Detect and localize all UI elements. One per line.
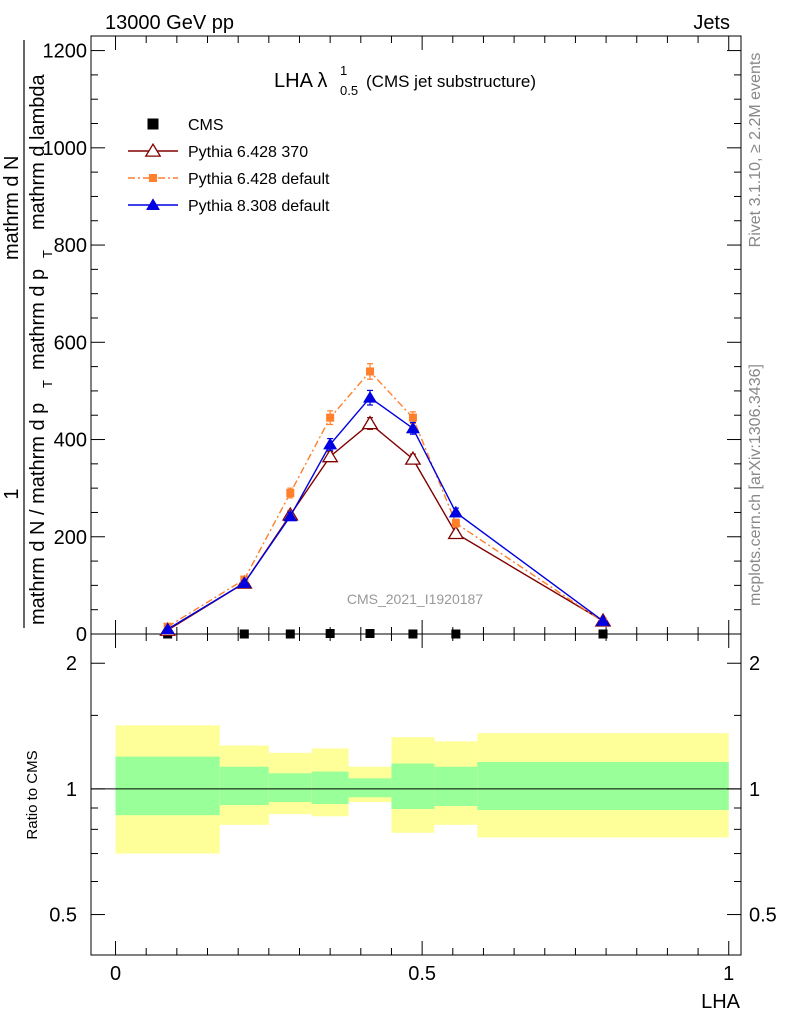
data-point bbox=[237, 576, 252, 588]
ratio-y-tick-label-right: 1 bbox=[749, 779, 760, 801]
ratio-band-inner bbox=[219, 766, 269, 805]
ratio-y-tick-label: 1 bbox=[66, 779, 77, 801]
legend-entry-0: CMS bbox=[147, 117, 224, 134]
data-point bbox=[286, 489, 295, 498]
series-3 bbox=[160, 389, 611, 635]
y-label-line3: mathrm d p bbox=[27, 269, 49, 370]
rivet-info: Rivet 3.1.10, ≥ 2.2M events bbox=[747, 53, 764, 248]
ratio-band-inner bbox=[434, 766, 478, 806]
data-point bbox=[323, 437, 338, 450]
data-point bbox=[404, 450, 422, 465]
data-point bbox=[325, 629, 335, 639]
legend-marker bbox=[147, 118, 159, 130]
data-point bbox=[326, 413, 335, 422]
data-point bbox=[408, 413, 417, 422]
legend-label: Pythia 6.428 default bbox=[188, 171, 330, 188]
ratio-y-label: Ratio to CMS bbox=[24, 750, 41, 839]
ratio-band-inner bbox=[268, 773, 312, 803]
data-point bbox=[160, 622, 175, 635]
header-right: Jets bbox=[693, 12, 730, 34]
ratio-y-tick-label-right: 0.5 bbox=[749, 905, 777, 927]
chart-title-suffix: (CMS jet substructure) bbox=[366, 72, 536, 91]
data-point bbox=[321, 448, 339, 463]
ratio-y-tick-label: 0.5 bbox=[49, 905, 77, 927]
x-tick-label: 1 bbox=[723, 963, 734, 985]
x-tick-label: 0 bbox=[110, 963, 121, 985]
data-point bbox=[365, 629, 375, 639]
y-label-line1: mathrm d N / mathrm d p bbox=[27, 403, 49, 625]
data-point bbox=[448, 505, 463, 518]
data-point bbox=[408, 629, 418, 639]
legend-entry-3: Pythia 8.308 default bbox=[128, 198, 330, 215]
series-line-2 bbox=[167, 370, 604, 628]
data-point bbox=[239, 629, 249, 639]
data-point bbox=[283, 509, 298, 522]
data-point bbox=[405, 421, 420, 434]
legend-entry-1: Pythia 6.428 370 bbox=[128, 142, 308, 161]
y-label-line1-sub: T bbox=[40, 380, 55, 388]
x-tick-label: 0.5 bbox=[408, 963, 436, 985]
data-point bbox=[447, 525, 465, 540]
series-line-3 bbox=[167, 396, 604, 630]
y-label-line4: mathrm d lambda bbox=[27, 74, 49, 230]
y-label-line3-sub: T bbox=[40, 250, 55, 258]
legend-marker bbox=[144, 142, 162, 157]
legend-marker bbox=[149, 174, 157, 182]
y-tick-label: 800 bbox=[54, 235, 87, 257]
data-point bbox=[366, 367, 375, 376]
x-axis-label: LHA bbox=[701, 991, 741, 1013]
ratio-band-inner bbox=[348, 778, 392, 798]
y-tick-label: 400 bbox=[54, 430, 87, 452]
mcplots-info: mcplots.cern.ch [arXiv:1306.3436] bbox=[747, 364, 764, 606]
chart-title: LHA λ bbox=[274, 70, 327, 92]
ratio-y-tick-label-right: 2 bbox=[749, 653, 760, 675]
y-label-line2: mathrm d N bbox=[1, 156, 23, 260]
ratio-band-inner bbox=[311, 771, 349, 805]
header-left: 13000 GeV pp bbox=[105, 12, 234, 34]
chart-title-sup: 1 bbox=[340, 63, 347, 78]
ratio-axes: 0 0.5 1 0.5 0.5 1 1 2 2 bbox=[49, 634, 777, 985]
main-axes: 0 200 400 600 800 1000 1200 bbox=[43, 36, 741, 646]
ratio-y-tick-label: 2 bbox=[66, 653, 77, 675]
data-point bbox=[285, 629, 295, 639]
data-point bbox=[362, 390, 378, 403]
legend-label: CMS bbox=[188, 117, 224, 134]
legend-marker bbox=[145, 198, 161, 210]
data-point bbox=[598, 629, 608, 639]
legend-label: Pythia 8.308 default bbox=[188, 198, 330, 215]
data-point bbox=[595, 614, 611, 626]
y-tick-label: 1200 bbox=[43, 41, 88, 63]
data-point bbox=[361, 415, 379, 430]
y-tick-label: 0 bbox=[76, 624, 87, 646]
legend: CMS Pythia 6.428 370 Pythia 6.428 default P… bbox=[128, 117, 330, 215]
data-point bbox=[451, 629, 461, 639]
ratio-band-inner bbox=[115, 756, 220, 816]
y-label-one: 1 bbox=[1, 488, 23, 499]
legend-label: Pythia 6.428 370 bbox=[188, 144, 308, 161]
y-axis-label: 1 mathrm d N / mathrm d p T mathrm d N m… bbox=[1, 40, 55, 628]
y-tick-label: 1000 bbox=[43, 138, 88, 160]
ratio-band-inner bbox=[477, 761, 729, 811]
ratio-series-layer bbox=[91, 725, 741, 854]
y-tick-label: 200 bbox=[54, 527, 87, 549]
main-series-layer bbox=[159, 363, 612, 639]
legend-entry-2: Pythia 6.428 default bbox=[128, 171, 330, 188]
watermark: CMS_2021_I1920187 bbox=[347, 591, 483, 607]
y-tick-label: 600 bbox=[54, 332, 87, 354]
chart-title-sub: 0.5 bbox=[340, 83, 358, 98]
chart-title-main: LHA λ bbox=[274, 70, 327, 92]
ratio-band-inner bbox=[391, 763, 435, 810]
data-point bbox=[451, 519, 460, 528]
